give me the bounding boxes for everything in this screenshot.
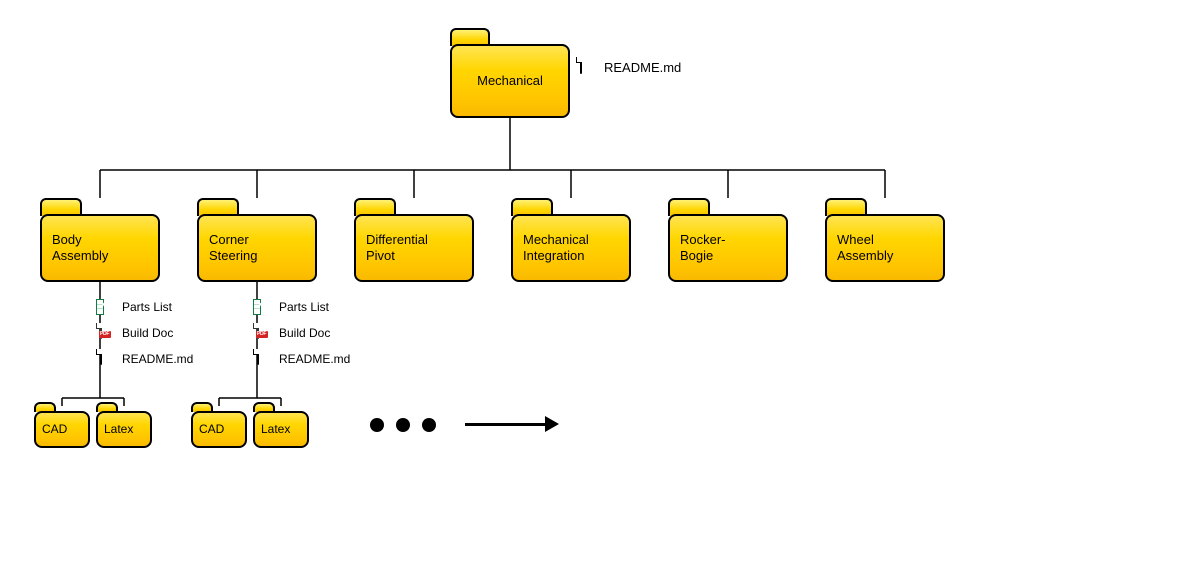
- folder-body: Mechanical: [450, 44, 570, 118]
- folder-latex: Latex: [96, 402, 152, 448]
- root-readme: README.md: [580, 58, 681, 76]
- folder-body: DifferentialPivot: [354, 214, 474, 282]
- file-item: Build Doc: [257, 320, 350, 346]
- folder-body: Latex: [253, 411, 309, 448]
- folder-label: WheelAssembly: [827, 232, 903, 263]
- folder-label: CornerSteering: [199, 232, 267, 263]
- file-icon: [257, 350, 273, 368]
- file-item: README.md: [257, 346, 350, 372]
- file-item: README.md: [100, 346, 193, 372]
- pdf-icon: [100, 324, 116, 342]
- folder-rocker: Rocker-Bogie: [668, 198, 788, 282]
- excel-icon: [257, 298, 273, 316]
- folder-body: CAD: [34, 411, 90, 448]
- file-label: README.md: [122, 352, 193, 366]
- file-list: Parts List Build Doc README.md: [257, 294, 350, 372]
- folder-label: DifferentialPivot: [356, 232, 438, 263]
- folder-mechi: MechanicalIntegration: [511, 198, 631, 282]
- excel-icon: [100, 298, 116, 316]
- folder-body: CAD: [191, 411, 247, 448]
- folder-body: CornerSteering: [197, 214, 317, 282]
- folder-label: Rocker-Bogie: [670, 232, 736, 263]
- folder-body: WheelAssembly: [825, 214, 945, 282]
- file-label: Parts List: [279, 300, 329, 314]
- folder-wheel: WheelAssembly: [825, 198, 945, 282]
- folder-label: CAD: [36, 422, 73, 436]
- file-list: Parts List Build Doc README.md: [100, 294, 193, 372]
- folder-body: MechanicalIntegration: [511, 214, 631, 282]
- file-icon: [580, 58, 596, 76]
- folder-label: MechanicalIntegration: [513, 232, 599, 263]
- file-item: Parts List: [100, 294, 193, 320]
- folder-latex: Latex: [253, 402, 309, 448]
- folder-body: Latex: [96, 411, 152, 448]
- folder-body: BodyAssembly: [40, 198, 160, 282]
- folder-label: Latex: [98, 422, 139, 436]
- folder-label: CAD: [193, 422, 230, 436]
- file-item: Build Doc: [100, 320, 193, 346]
- file-label: Parts List: [122, 300, 172, 314]
- folder-cad: CAD: [34, 402, 90, 448]
- file-label: README.md: [604, 60, 681, 75]
- pdf-icon: [257, 324, 273, 342]
- folder-root: Mechanical: [450, 28, 570, 118]
- file-label: README.md: [279, 352, 350, 366]
- folder-label: Latex: [255, 422, 296, 436]
- folder-diff: DifferentialPivot: [354, 198, 474, 282]
- file-label: Build Doc: [122, 326, 173, 340]
- folder-label: Mechanical: [452, 73, 568, 89]
- file-icon: [100, 350, 116, 368]
- folder-body: BodyAssembly: [40, 214, 160, 282]
- folder-corner: CornerSteering: [197, 198, 317, 282]
- file-item: Parts List: [257, 294, 350, 320]
- folder-label: BodyAssembly: [42, 232, 118, 263]
- folder-body: Rocker-Bogie: [668, 214, 788, 282]
- file-label: Build Doc: [279, 326, 330, 340]
- ellipsis-icon: [370, 418, 436, 432]
- folder-cad: CAD: [191, 402, 247, 448]
